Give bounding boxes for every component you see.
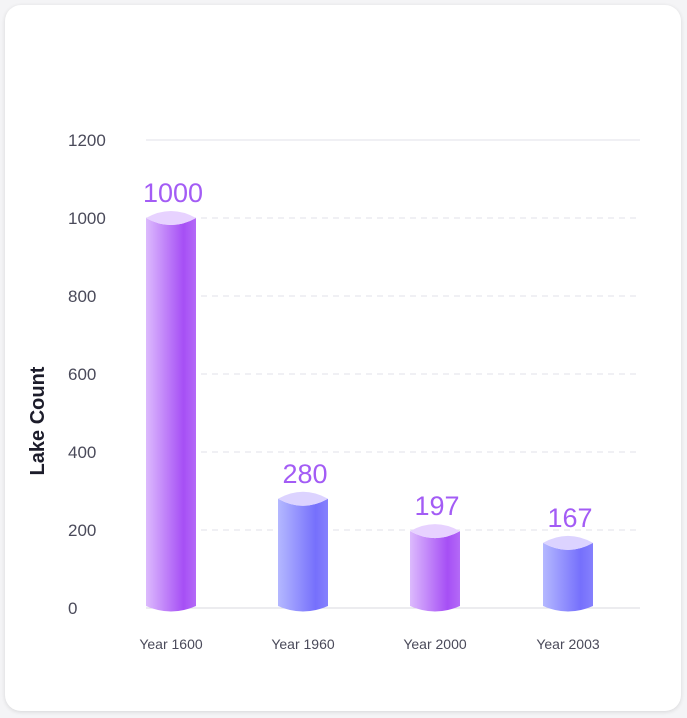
bar-top <box>278 491 328 506</box>
data-label: 167 <box>547 503 592 533</box>
x-tick-label: Year 1600 <box>139 636 203 652</box>
data-labels: 1000 280 197 167 <box>143 178 593 533</box>
bar-top <box>146 211 196 225</box>
y-axis-ticks: 0 200 400 600 800 1000 1200 <box>68 131 106 618</box>
bar-body <box>543 542 593 612</box>
y-tick-label: 400 <box>68 443 96 462</box>
grid-lines <box>146 139 640 609</box>
bar <box>543 535 593 612</box>
bar-body <box>146 218 196 612</box>
bar-body <box>410 531 460 612</box>
y-tick-label: 1200 <box>68 131 106 150</box>
y-axis-label: Lake Count <box>27 366 49 475</box>
bar <box>146 211 196 612</box>
x-axis-labels: Year 1600 Year 1960 Year 2000 Year 2003 <box>139 636 600 652</box>
y-tick-label: 600 <box>68 365 96 384</box>
data-label: 280 <box>282 459 327 489</box>
bar-top <box>410 524 460 539</box>
x-tick-label: Year 2000 <box>403 636 467 652</box>
bar-top <box>543 535 593 550</box>
x-tick-label: Year 2003 <box>536 636 600 652</box>
y-tick-label: 200 <box>68 521 96 540</box>
bars <box>146 211 593 612</box>
y-tick-label: 800 <box>68 287 96 306</box>
x-tick-label: Year 1960 <box>271 636 335 652</box>
bar <box>410 524 460 612</box>
y-tick-label: 1000 <box>68 209 106 228</box>
data-label: 197 <box>414 491 459 521</box>
data-label: 1000 <box>143 178 203 208</box>
y-tick-label: 0 <box>68 599 77 618</box>
bar-body <box>278 498 328 612</box>
bar <box>278 491 328 612</box>
